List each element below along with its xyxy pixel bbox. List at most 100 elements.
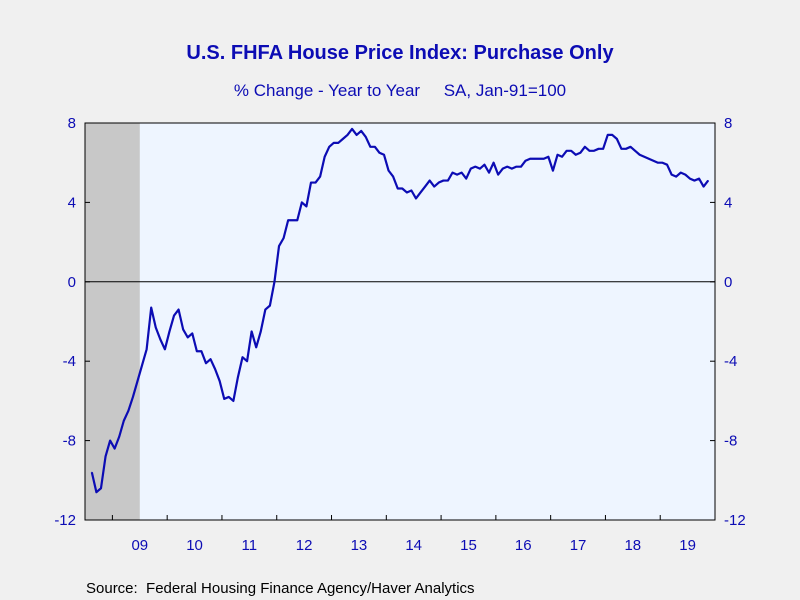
data-point xyxy=(127,410,129,412)
data-point xyxy=(132,396,134,398)
data-point xyxy=(241,356,244,358)
x-tick-label: 13 xyxy=(351,537,368,554)
data-point xyxy=(593,150,595,152)
data-point xyxy=(620,148,623,150)
data-point xyxy=(698,177,700,180)
data-point xyxy=(182,328,184,331)
data-point xyxy=(671,174,673,176)
data-point xyxy=(356,134,358,136)
data-point xyxy=(474,166,476,168)
data-point xyxy=(351,128,353,130)
data-point xyxy=(492,162,495,164)
data-point xyxy=(269,305,271,307)
y-tick-label-right: -8 xyxy=(724,433,737,450)
data-point xyxy=(314,181,317,184)
data-point xyxy=(465,177,467,180)
data-point xyxy=(529,158,531,160)
data-point xyxy=(639,154,641,156)
data-point xyxy=(506,166,508,168)
y-tick-label-left: -12 xyxy=(54,512,76,529)
data-point xyxy=(365,136,367,138)
data-point xyxy=(447,179,449,182)
data-point xyxy=(684,174,686,176)
data-point xyxy=(661,162,664,164)
data-point xyxy=(607,134,609,136)
data-point xyxy=(497,174,499,176)
data-point xyxy=(260,330,262,333)
data-point xyxy=(378,152,381,154)
y-tick-label-left: 8 xyxy=(68,115,76,132)
data-point xyxy=(150,307,152,309)
y-tick-label-right: -12 xyxy=(724,512,746,529)
data-point xyxy=(164,348,166,350)
data-point xyxy=(680,172,682,174)
data-point xyxy=(104,455,107,458)
data-point xyxy=(196,350,198,352)
x-tick-label: 12 xyxy=(296,537,313,554)
data-point xyxy=(360,130,362,132)
data-point xyxy=(177,308,180,311)
data-point xyxy=(483,164,486,166)
data-point xyxy=(237,376,239,378)
data-point xyxy=(666,164,668,166)
data-point xyxy=(707,179,709,182)
data-point xyxy=(205,362,207,364)
x-tick-label: 17 xyxy=(570,537,587,554)
chart-title: U.S. FHFA House Price Index: Purchase On… xyxy=(186,42,614,64)
tick-labels-group: 8 8 4 4 0 0 -4 -4 -8 -8 -12 -12 09 10 11 12 13 14 15 16 17 18… xyxy=(54,115,745,554)
data-point xyxy=(136,380,139,382)
x-tick-label: 11 xyxy=(242,537,258,554)
y-tick-label-left: -4 xyxy=(63,353,76,370)
source-note: Source: Federal Housing Finance Agency/H… xyxy=(86,580,475,597)
data-point xyxy=(251,330,253,333)
data-point xyxy=(597,148,600,150)
data-point xyxy=(346,134,349,136)
data-point xyxy=(625,148,627,150)
data-point xyxy=(579,152,581,154)
data-point xyxy=(219,380,221,382)
data-point xyxy=(415,197,417,200)
data-point xyxy=(173,314,175,317)
data-point xyxy=(387,170,390,172)
data-point xyxy=(547,156,549,158)
x-tick-label: 19 xyxy=(679,537,696,554)
data-point xyxy=(369,146,371,148)
x-tick-label: 18 xyxy=(624,537,641,554)
data-point xyxy=(278,245,280,247)
data-point xyxy=(159,338,161,340)
data-point xyxy=(648,158,650,160)
data-point xyxy=(118,436,120,438)
data-point xyxy=(570,150,572,152)
data-point xyxy=(429,179,431,182)
data-point xyxy=(232,400,234,402)
y-tick-label-right: 4 xyxy=(724,194,732,211)
x-tick-label: 14 xyxy=(405,537,422,554)
data-point xyxy=(657,162,659,164)
data-point xyxy=(383,154,385,156)
data-point xyxy=(114,447,116,450)
data-point xyxy=(155,326,157,329)
data-point xyxy=(575,154,577,156)
data-point xyxy=(410,189,413,192)
data-point xyxy=(397,187,399,190)
data-point xyxy=(305,205,308,207)
series-line xyxy=(90,127,710,494)
data-point xyxy=(552,170,554,172)
data-point xyxy=(95,491,98,493)
data-point xyxy=(191,332,193,335)
data-point xyxy=(611,134,613,136)
data-point xyxy=(273,281,276,283)
data-point xyxy=(374,146,376,148)
y-tick-label-right: 8 xyxy=(724,115,732,132)
data-point xyxy=(287,219,289,221)
chart-subtitle: % Change - Year to Year SA, Jan-91=100 xyxy=(234,81,566,100)
data-point xyxy=(461,172,463,174)
data-point xyxy=(310,181,312,184)
data-point xyxy=(675,175,677,178)
data-point xyxy=(451,172,454,174)
data-point xyxy=(123,420,125,422)
data-point xyxy=(264,308,266,311)
data-point xyxy=(502,168,504,170)
data-point xyxy=(515,166,518,168)
